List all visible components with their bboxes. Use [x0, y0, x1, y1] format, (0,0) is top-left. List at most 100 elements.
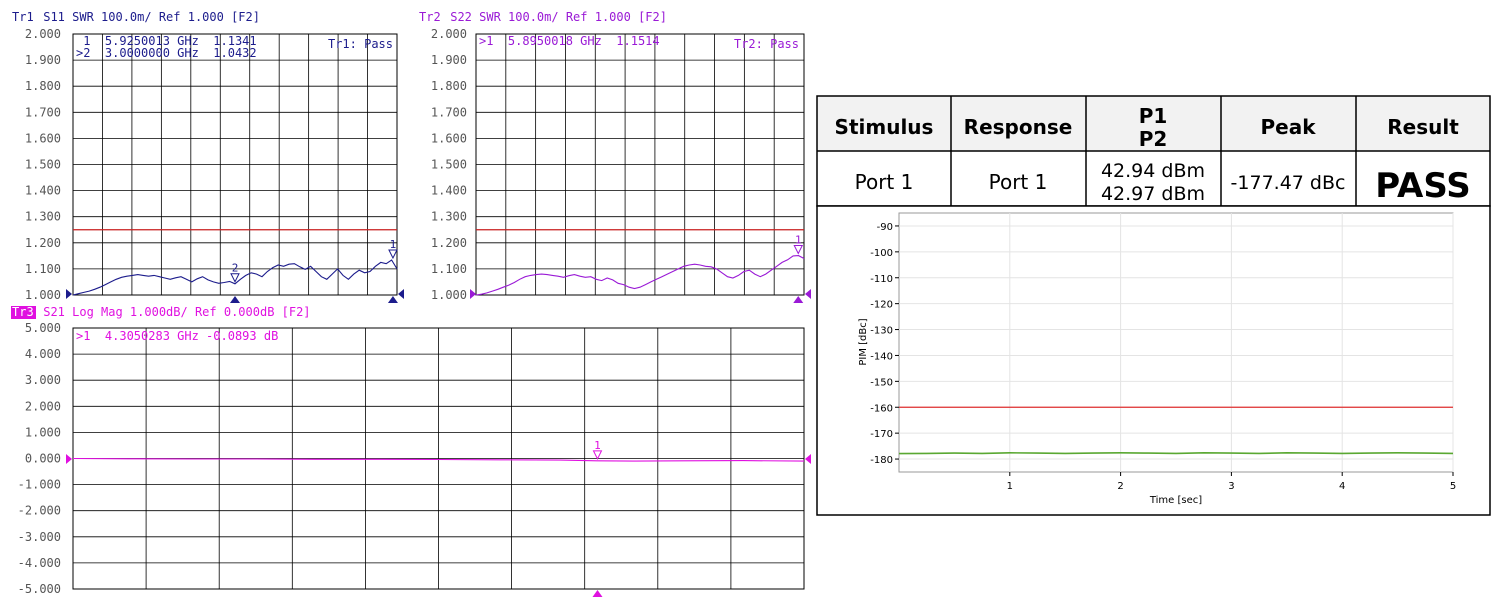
- tr2-y-tick-labels: 2.000 1.900 1.800 1.700 1.600 1.500 1.400 1.300…: [431, 27, 467, 302]
- pim-x-tick-label: 4: [1339, 481, 1345, 492]
- tr2-panel: Tr2 S22 SWR 100.0m/ Ref 1.000 [F2] 2.000…: [419, 10, 811, 303]
- tr3-y-tick-label: -2.000: [18, 504, 61, 518]
- tr1-grid: [73, 34, 397, 295]
- tr3-marker-1-axis-pointer: [592, 590, 603, 597]
- pim-chart: -90-100-110-120-130-140-150-160-170-180 …: [816, 205, 1491, 516]
- pim-y-tick-label: -100: [870, 248, 893, 259]
- tr2-y-tick-label: 1.000: [431, 288, 467, 302]
- tr3-y-tick-label: 5.000: [25, 321, 61, 335]
- tr2-ref-arrow-left[interactable]: [470, 289, 476, 299]
- tr2-header: S22 SWR 100.0m/ Ref 1.000 [F2]: [443, 10, 667, 24]
- cell-response: Port 1: [989, 170, 1048, 194]
- pim-y-axis-label: PIM [dBc]: [858, 318, 869, 365]
- tr2-y-tick-label: 1.300: [431, 210, 467, 224]
- tr1-y-tick-label: 1.400: [25, 184, 61, 198]
- tr1-y-tick-label: 2.000: [25, 27, 61, 41]
- tr1-y-tick-label: 1.600: [25, 131, 61, 145]
- tr1-marker-2: [230, 273, 240, 283]
- tr2-y-tick-label: 1.200: [431, 236, 467, 250]
- tr1-header: S11 SWR 100.0m/ Ref 1.000 [F2]: [36, 10, 260, 24]
- tr3-grid: [73, 328, 804, 589]
- tr3-marker-readout-1: >1 4.3050283 GHz -0.0893 dB: [76, 329, 278, 343]
- tr1-y-tick-label: 1.500: [25, 158, 61, 172]
- tr1-ref-arrow-right[interactable]: [398, 289, 404, 299]
- tr2-y-tick-label: 1.600: [431, 131, 467, 145]
- tr3-ref-arrow-right[interactable]: [805, 454, 811, 464]
- tr1-y-tick-label: 1.800: [25, 79, 61, 93]
- tr1-trace-label[interactable]: Tr1: [12, 10, 34, 24]
- header-peak: Peak: [1260, 115, 1316, 139]
- header-result: Result: [1387, 115, 1459, 139]
- tr3-y-tick-label: 4.000: [25, 347, 61, 361]
- tr2-y-tick-label: 2.000: [431, 27, 467, 41]
- header-response: Response: [964, 115, 1073, 139]
- tr3-y-tick-label: -3.000: [18, 530, 61, 544]
- pim-y-tick-label: -170: [870, 429, 893, 440]
- tr3-panel: Tr3 S21 Log Mag 1.000dB/ Ref 0.000dB [F2…: [11, 305, 811, 597]
- header-p2: P2: [1139, 127, 1168, 151]
- tr2-marker-1-label: 1: [795, 233, 802, 246]
- tr2-y-tick-label: 1.500: [431, 158, 467, 172]
- tr1-y-tick-label: 1.700: [25, 105, 61, 119]
- tr3-marker-1-label: 1: [594, 439, 601, 452]
- cell-p1: 42.94 dBm: [1101, 160, 1205, 182]
- result-table-header-bg: [817, 96, 1490, 151]
- tr2-y-tick-label: 1.800: [431, 79, 467, 93]
- tr1-ref-arrow-left[interactable]: [66, 289, 72, 299]
- result-table: Stimulus Response P1 P2 Peak Result Port…: [816, 95, 1491, 207]
- tr1-marker-2-axis-pointer: [230, 296, 240, 303]
- pim-y-tick-label: -180: [870, 455, 893, 466]
- tr3-markers: 1: [592, 439, 603, 597]
- tr2-y-tick-label: 1.400: [431, 184, 467, 198]
- pim-x-axis-label: Time [sec]: [1149, 495, 1202, 506]
- pim-y-tick-label: -130: [870, 326, 893, 337]
- tr3-y-tick-label: -5.000: [18, 582, 61, 596]
- pim-x-tick-label: 5: [1450, 481, 1456, 492]
- tr1-y-tick-label: 1.300: [25, 210, 61, 224]
- tr1-y-tick-label: 1.000: [25, 288, 61, 302]
- tr2-y-tick-label: 1.700: [431, 105, 467, 119]
- tr2-ref-arrow-right[interactable]: [805, 289, 811, 299]
- cell-peak: -177.47 dBc: [1231, 172, 1346, 194]
- pim-trace-line: [898, 451, 1454, 455]
- tr1-panel: Tr1 S11 SWR 100.0m/ Ref 1.000 [F2] 2.000…: [12, 10, 404, 303]
- tr3-trace-line: [72, 457, 805, 462]
- pim-y-tick-label: -140: [870, 351, 893, 362]
- tr1-marker-readout-1: 1 5.9250013 GHz 1.1341: [76, 34, 257, 48]
- tr2-marker-readout-1: >1 5.8950018 GHz 1.1514: [479, 34, 660, 48]
- pim-y-tick-label: -160: [870, 403, 893, 414]
- tr1-y-tick-label: 1.100: [25, 262, 61, 276]
- header-p1: P1: [1139, 104, 1168, 128]
- tr2-marker-1: [793, 244, 804, 255]
- pim-x-tick-labels: 1 2 3 4 5: [1007, 481, 1457, 492]
- tr3-trace-label-bg: [11, 306, 36, 319]
- tr1-y-tick-label: 1.200: [25, 236, 61, 250]
- tr3-y-tick-label: 0.000: [25, 452, 61, 466]
- tr3-y-tick-label: -4.000: [18, 556, 61, 570]
- tr2-markers: 1: [793, 233, 804, 303]
- tr3-header: S21 Log Mag 1.000dB/ Ref 0.000dB [F2]: [36, 305, 311, 319]
- tr3-marker-1: [592, 450, 603, 460]
- tr3-y-tick-labels: 5.000 4.000 3.000 2.000 1.000 0.000 -1.000 -2.0…: [18, 321, 61, 596]
- tr3-ref-arrow-left[interactable]: [66, 454, 72, 464]
- pim-y-tick-label: -110: [870, 274, 893, 285]
- cell-result: PASS: [1375, 166, 1471, 206]
- pim-y-tick-label: -120: [870, 300, 893, 311]
- tr3-trace-label[interactable]: Tr3: [12, 305, 34, 319]
- tr2-y-tick-label: 1.900: [431, 53, 467, 67]
- tr1-trace-line: [72, 259, 398, 296]
- tr2-marker-1-axis-pointer: [793, 296, 804, 303]
- pim-x-tick-label: 1: [1007, 481, 1013, 492]
- tr3-y-tick-label: -1.000: [18, 478, 61, 492]
- tr1-markers: 21: [230, 238, 398, 303]
- cell-stimulus: Port 1: [855, 170, 914, 194]
- cell-p2: 42.97 dBm: [1101, 183, 1205, 205]
- tr3-y-tick-label: 3.000: [25, 373, 61, 387]
- tr3-y-tick-label: 2.000: [25, 399, 61, 413]
- tr2-grid: [476, 34, 804, 295]
- tr2-trace-label[interactable]: Tr2: [419, 10, 441, 24]
- pim-x-tick-label: 3: [1228, 481, 1234, 492]
- tr1-marker-2-label: 2: [232, 262, 239, 275]
- tr1-marker-1-label: 1: [390, 238, 397, 251]
